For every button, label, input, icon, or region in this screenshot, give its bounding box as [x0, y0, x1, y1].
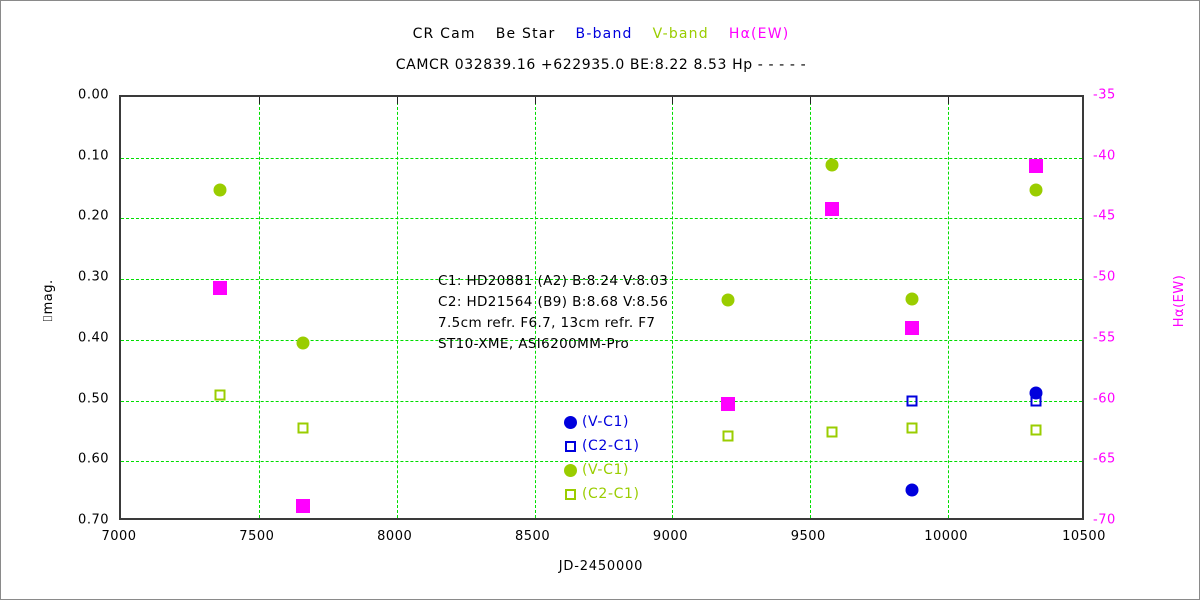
title-segment-3: V-band — [652, 26, 709, 42]
y-tick-label-left: 0.30 — [78, 269, 109, 285]
legend-marker-icon — [558, 488, 582, 500]
gridline-horizontal — [121, 339, 1082, 341]
y-tick-label-left: 0.60 — [78, 451, 109, 467]
x-tick-label: 7000 — [101, 529, 137, 544]
legend-label: (C2-C1) — [582, 486, 640, 502]
annotation-line-0: C1: HD20881 (A2) B:8.24 V:8.03 — [438, 273, 669, 289]
chart-subtitle: CAMCR 032839.16 +622935.0 BE:8.22 8.53 H… — [395, 57, 807, 73]
data-point — [905, 483, 919, 497]
data-point — [826, 426, 838, 438]
y-tick-label-left: 0.10 — [78, 148, 109, 164]
chart-title: CR Cam Be Star B-band V-band Hα(EW) — [1, 26, 1200, 42]
gridline-vertical — [672, 97, 674, 518]
y-axis-title-right: Hα(EW) — [1171, 274, 1187, 328]
y-axis-title-left: ⌷mag. — [41, 279, 57, 323]
gridline-horizontal — [121, 461, 1082, 463]
title-segment-2: B-band — [575, 26, 633, 42]
data-point — [213, 183, 227, 197]
title-segment-0: CR Cam — [412, 26, 476, 42]
data-point — [1030, 424, 1042, 436]
y-tick-label-left: 0.40 — [78, 330, 109, 346]
gridline-vertical — [396, 97, 398, 518]
axis-tick — [258, 97, 260, 104]
gridline-horizontal — [121, 218, 1082, 220]
gridline-horizontal — [121, 157, 1082, 159]
y-tick-label-left: 0.70 — [78, 512, 109, 528]
legend-label: (V-C1) — [582, 414, 630, 430]
legend-item-1: (C2-C1) — [558, 434, 640, 458]
gridline-vertical — [948, 97, 950, 518]
axis-tick — [396, 97, 398, 104]
gridline-horizontal — [121, 279, 1082, 281]
legend-item-2: (V-C1) — [558, 458, 640, 482]
x-tick-label: 8000 — [377, 529, 413, 544]
data-point — [825, 201, 840, 216]
annotation-line-3: ST10-XME, ASI6200MM-Pro — [438, 336, 630, 352]
y-tick-label-right: -65 — [1093, 451, 1116, 467]
data-point — [825, 158, 839, 172]
data-point — [1029, 183, 1043, 197]
data-point — [1030, 395, 1042, 407]
legend: (V-C1) (C2-C1) (V-C1) (C2-C1) — [558, 410, 640, 506]
data-point — [1029, 159, 1044, 174]
axis-tick — [672, 97, 674, 104]
legend-label: (V-C1) — [582, 462, 630, 478]
legend-label: (C2-C1) — [582, 438, 640, 454]
x-tick-label: 8500 — [515, 529, 551, 544]
data-point — [906, 422, 918, 434]
axis-tick — [948, 97, 950, 104]
x-tick-label: 10000 — [924, 529, 969, 544]
x-tick-label: 9000 — [652, 529, 688, 544]
annotation-text-block: C1: HD20881 (A2) B:8.24 V:8.03 C2: HD2156… — [438, 271, 668, 355]
annotation-line-1: C2: HD21564 (B9) B:8.68 V:8.56 — [438, 294, 669, 310]
gridline-horizontal — [121, 400, 1082, 402]
data-point — [213, 280, 228, 295]
data-point — [295, 499, 310, 514]
data-point — [906, 395, 918, 407]
data-point — [297, 422, 309, 434]
x-tick-label: 9500 — [790, 529, 826, 544]
y-tick-label-right: -40 — [1093, 148, 1116, 164]
gridlines — [121, 97, 1082, 518]
x-tick-label: 10500 — [1062, 529, 1106, 544]
y-tick-label-left: 0.00 — [78, 87, 109, 103]
y-tick-label-left: 0.50 — [78, 391, 109, 407]
y-tick-label-right: -50 — [1093, 269, 1116, 285]
y-tick-label-right: -70 — [1093, 512, 1116, 528]
legend-item-3: (C2-C1) — [558, 482, 640, 506]
legend-marker-icon — [558, 440, 582, 452]
data-point — [214, 389, 226, 400]
y-tick-label-right: -55 — [1093, 330, 1116, 346]
data-point — [296, 336, 310, 350]
data-point — [905, 320, 920, 335]
y-tick-label-right: -45 — [1093, 208, 1116, 224]
x-axis-title: JD-2450000 — [558, 559, 644, 574]
y-tick-label-right: -35 — [1093, 87, 1116, 103]
annotation-line-2: 7.5cm refr. F6.7, 13cm refr. F7 — [438, 315, 656, 331]
legend-marker-icon — [558, 415, 582, 429]
gridline-vertical — [534, 97, 536, 518]
title-segment-1: Be Star — [495, 26, 556, 42]
legend-marker-icon — [558, 463, 582, 477]
y-tick-label-left: 0.20 — [78, 208, 109, 224]
axis-tick — [534, 97, 536, 104]
plot-area: C1: HD20881 (A2) B:8.24 V:8.03 C2: HD2156… — [119, 95, 1084, 520]
data-point — [905, 292, 919, 306]
gridline-vertical — [258, 97, 260, 518]
data-point — [722, 430, 734, 442]
axis-tick — [810, 97, 812, 104]
y-tick-label-right: -60 — [1093, 391, 1116, 407]
title-segment-4: Hα(EW) — [728, 26, 790, 42]
legend-item-0: (V-C1) — [558, 410, 640, 434]
data-point — [721, 293, 735, 307]
x-tick-label: 7500 — [239, 529, 275, 544]
gridline-vertical — [810, 97, 812, 518]
data-point — [720, 397, 735, 412]
